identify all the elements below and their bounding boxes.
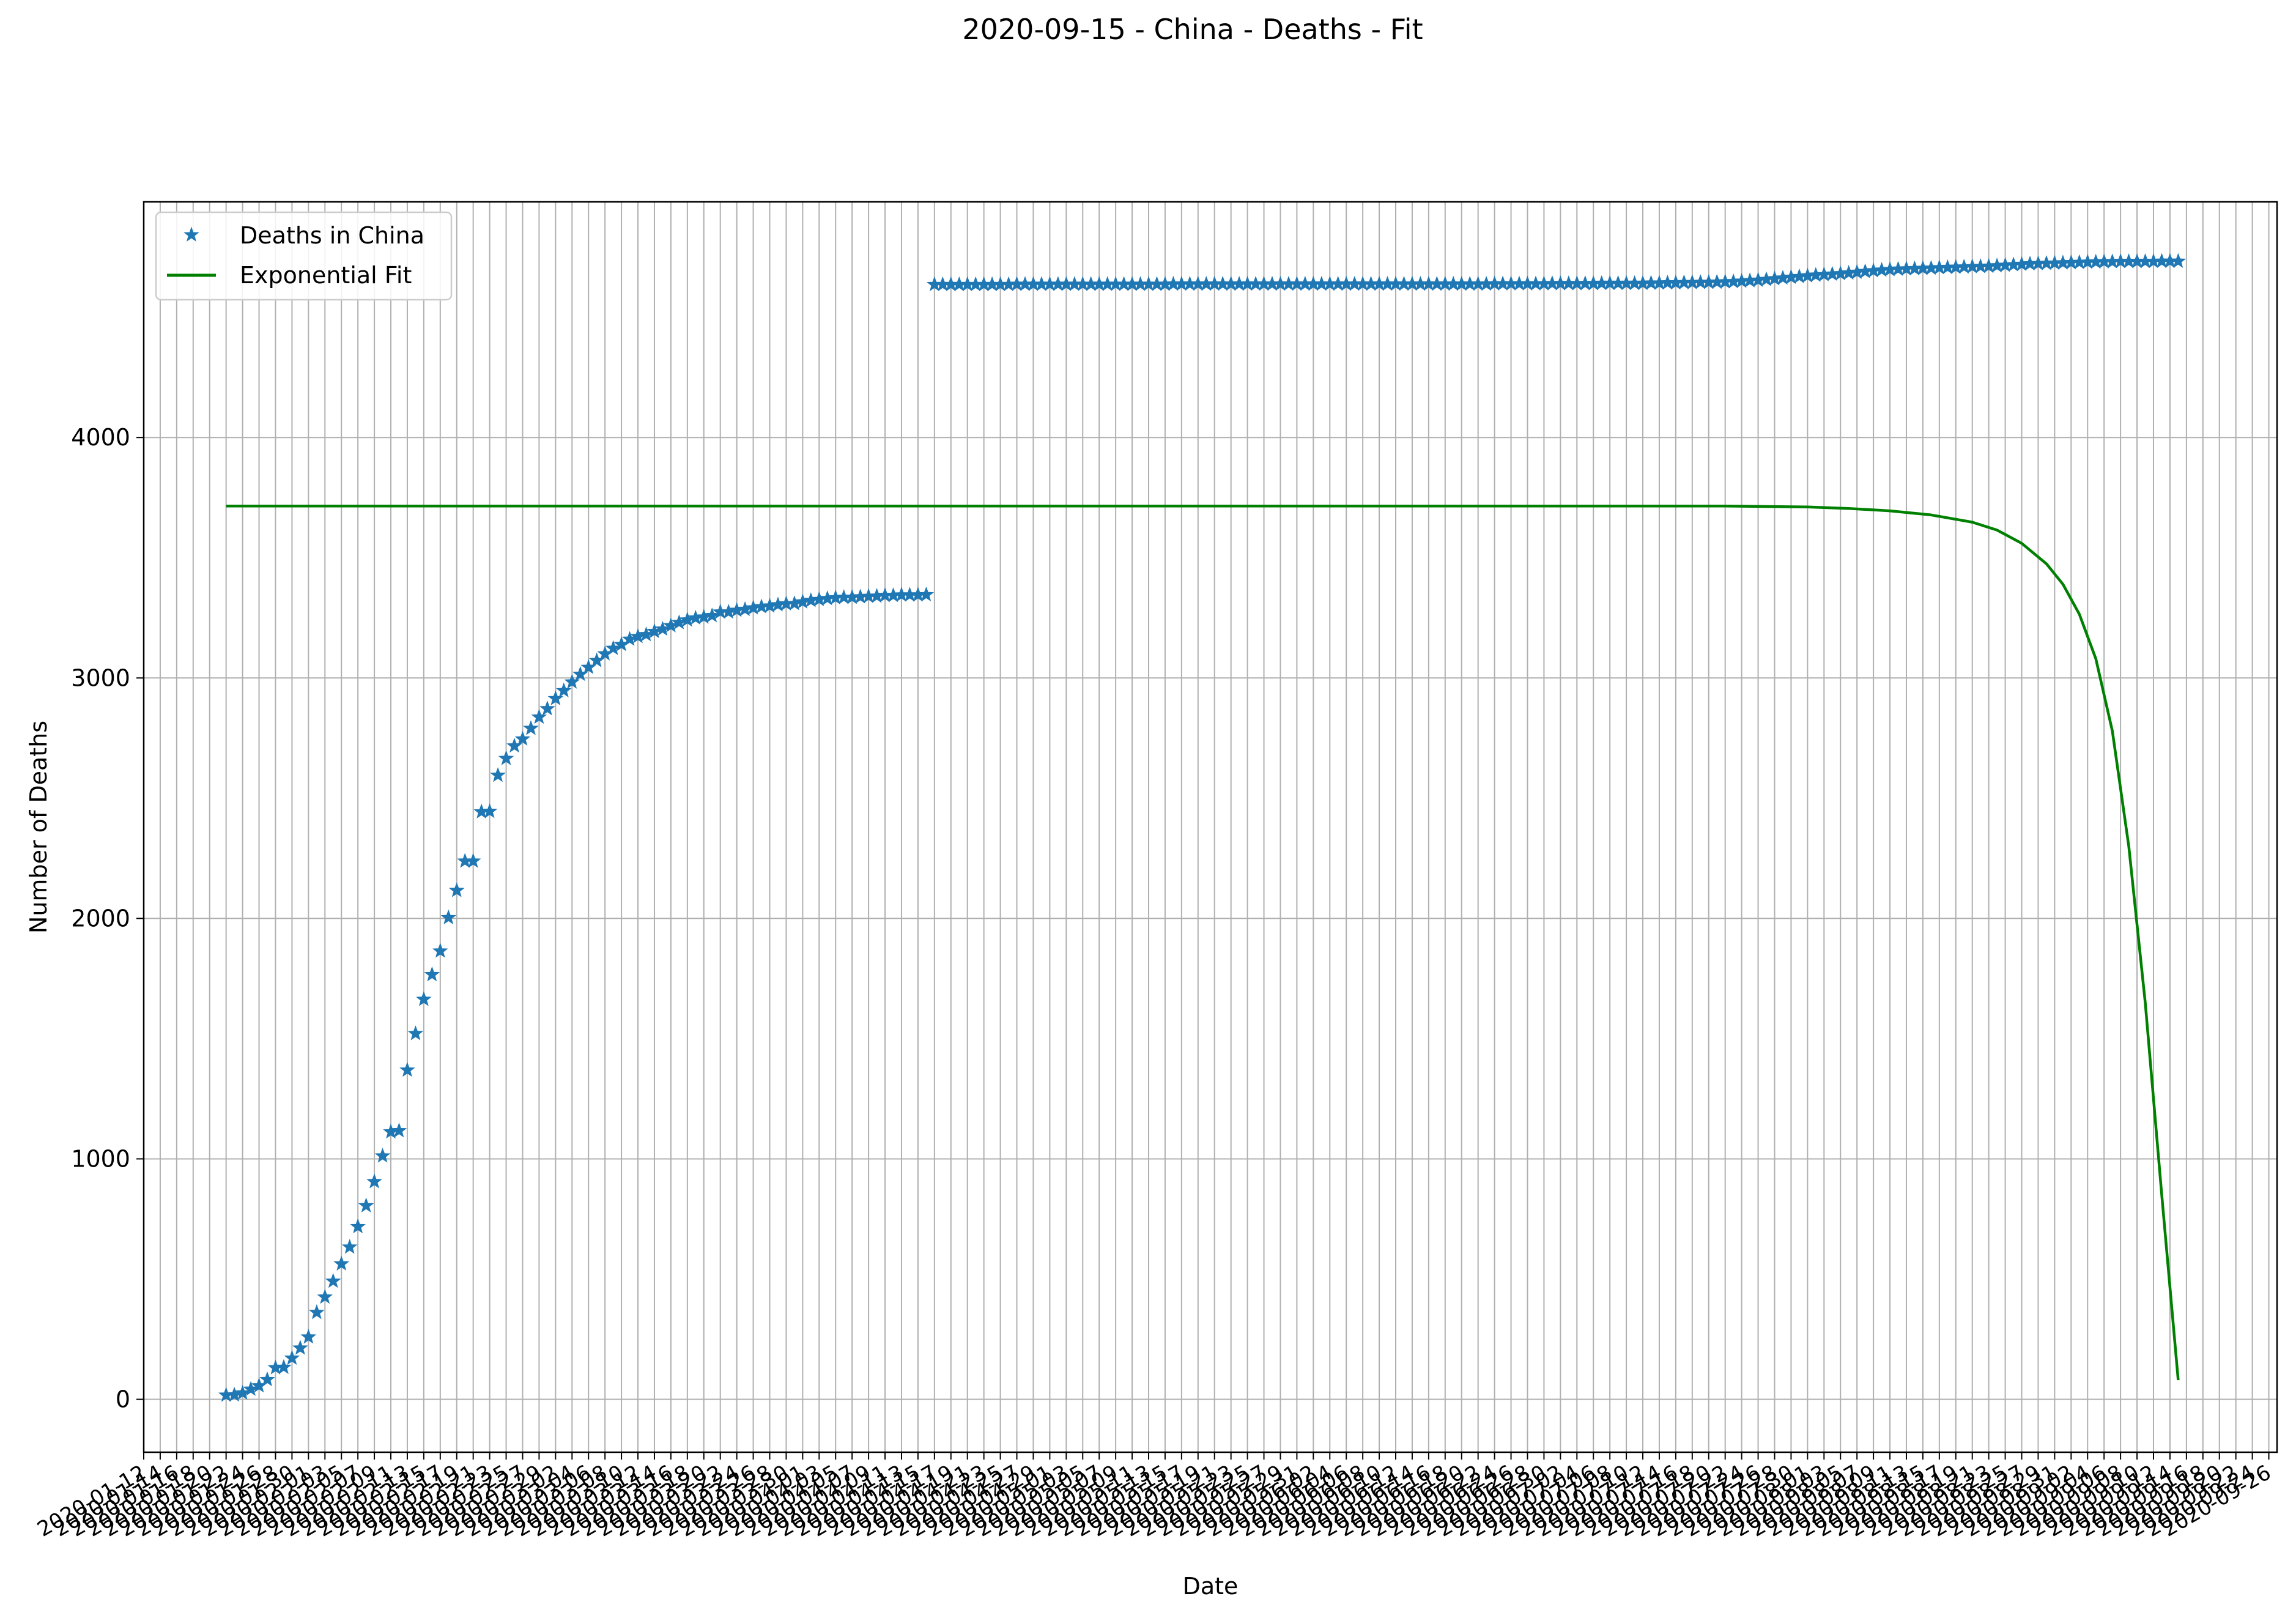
legend-label-deaths: Deaths in China: [240, 222, 424, 249]
data-point: [416, 991, 432, 1006]
data-point: [276, 1359, 292, 1375]
legend: Deaths in China Exponential Fit: [155, 211, 453, 301]
data-point: [465, 853, 481, 868]
data-point: [317, 1289, 333, 1304]
data-point: [547, 690, 564, 705]
data-point: [490, 767, 506, 782]
y-tick-label: 0: [116, 1386, 130, 1413]
data-point: [374, 1148, 391, 1163]
grid: [143, 202, 2277, 1452]
data-point: [498, 750, 514, 765]
y-tick-label: 2000: [71, 905, 130, 932]
data-point: [539, 700, 555, 716]
y-tick-label: 1000: [71, 1145, 130, 1172]
y-tick-label: 3000: [71, 664, 130, 691]
data-point: [2170, 253, 2187, 268]
data-point: [300, 1329, 317, 1344]
data-point: [325, 1273, 341, 1288]
legend-box: [155, 211, 453, 301]
y-axis: 0 1000 2000 3000 4000: [71, 424, 144, 1413]
data-point: [309, 1304, 325, 1319]
y-tick-label: 4000: [71, 424, 130, 451]
legend-star: [183, 226, 199, 242]
data-point: [432, 943, 448, 958]
data-point: [918, 586, 935, 602]
data-point: [399, 1061, 415, 1077]
fit-line: [226, 504, 2180, 1381]
data-point: [481, 803, 498, 818]
data-point: [556, 682, 572, 697]
x-axis-label: Date: [1183, 1573, 1239, 1600]
data-point: [424, 966, 440, 982]
series-layer: [218, 253, 2187, 1402]
legend-star-marker: [183, 226, 199, 242]
data-point: [358, 1197, 374, 1212]
data-point: [523, 720, 539, 735]
data-point: [448, 882, 465, 897]
data-point: [366, 1173, 382, 1189]
plot-frame: [143, 201, 2278, 1453]
data-point: [350, 1218, 366, 1234]
data-point: [259, 1371, 275, 1387]
data-point: [514, 730, 531, 746]
legend-label-fit: Exponential Fit: [240, 262, 412, 289]
data-point: [391, 1123, 407, 1138]
data-point: [341, 1239, 358, 1254]
data-point: [333, 1255, 349, 1271]
data-point: [531, 708, 547, 724]
data-point: [284, 1349, 300, 1365]
data-point: [407, 1025, 424, 1041]
data-point: [440, 909, 457, 925]
data-point: [292, 1340, 308, 1355]
y-axis-label: Number of Deaths: [25, 721, 52, 933]
chart-title: 2020-09-15 - China - Deaths - Fit: [962, 13, 1423, 46]
